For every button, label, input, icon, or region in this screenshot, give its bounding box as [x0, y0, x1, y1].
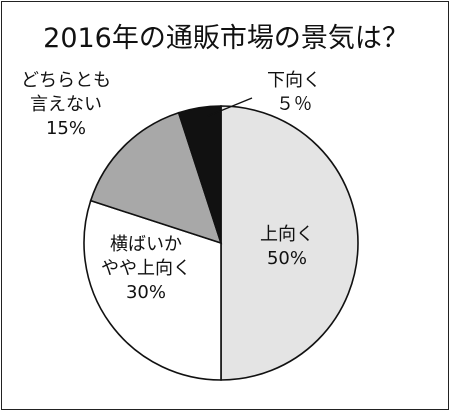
slice-labels: 上向く 50% 横ばいかやや上向く 30% どちらとも言えない 15% 下向く ５％ [21, 70, 321, 303]
slice-label-up: 上向く 50% [260, 224, 314, 269]
slice-label-line: ５％ [276, 94, 312, 115]
slice-label-line: 30% [126, 282, 166, 303]
slice-label-line: 15% [46, 118, 86, 139]
slice-label-line: 上向く [260, 224, 314, 245]
pie-slices [83, 105, 359, 381]
slice-label-line: やや上向く [101, 258, 191, 279]
slice-label-line: 下向く [267, 70, 321, 91]
slice-label-line: 50% [267, 248, 307, 269]
slice-label-line: 言えない [30, 94, 102, 115]
leader-line-down [207, 97, 253, 117]
pie-slice-down [177, 105, 222, 244]
chart-title: 2016年の通販市場の景気は？ [43, 23, 409, 54]
pie-slice-up [220, 105, 359, 381]
slice-label-flat: 横ばいかやや上向く 30% [101, 234, 191, 303]
slice-label-line: 横ばいか [110, 234, 182, 255]
slice-label-down: 下向く ５％ [267, 70, 321, 115]
slice-label-line: どちらとも [21, 70, 111, 91]
pie-slice-flat [83, 199, 222, 381]
slice-label-unknown: どちらとも言えない 15% [21, 70, 111, 139]
leader-lines [207, 97, 253, 117]
